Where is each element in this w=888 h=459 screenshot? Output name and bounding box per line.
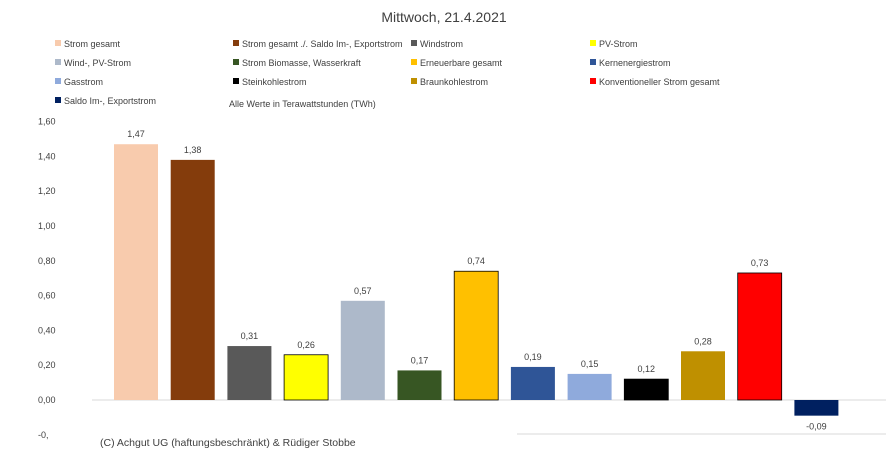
legend-label: Erneuerbare gesamt [420, 58, 503, 68]
legend-swatch [55, 40, 61, 46]
legend-swatch [233, 40, 239, 46]
legend-swatch [411, 78, 417, 84]
legend-swatch [233, 78, 239, 84]
bar-10 [681, 351, 725, 400]
bar-3 [283, 354, 329, 401]
bar-value-label: 0,15 [581, 359, 599, 369]
bar-7 [510, 366, 555, 400]
legend-entry-kernenergiestrom: Kernenergiestrom [590, 58, 671, 69]
bar-12 [794, 400, 839, 416]
legend-swatch [411, 59, 417, 65]
bar-9 [623, 378, 669, 401]
bar-value-label: 1,38 [184, 145, 202, 155]
y-tick-label: 1,00 [38, 221, 56, 231]
legend-entry-saldo: Saldo Im-, Exportstrom [55, 96, 156, 107]
bar-11 [737, 272, 783, 401]
y-tick-label: 0,40 [38, 325, 56, 335]
bar-0 [114, 144, 158, 400]
bar-1 [170, 159, 215, 400]
legend-entry-gasstrom: Gasstrom [55, 77, 103, 88]
unit-note: Alle Werte in Terawattstunden (TWh) [229, 99, 376, 109]
chart-title: Mittwoch, 21.4.2021 [381, 9, 507, 25]
legend-label: PV-Strom [599, 39, 638, 49]
y-tick-label: 0,00 [38, 395, 56, 405]
y-tick-label: -0, [38, 430, 49, 440]
bar-value-label: 0,12 [638, 364, 656, 374]
legend-label: Konventioneller Strom gesamt [599, 77, 720, 87]
legend-entry-pv-strom: PV-Strom [590, 39, 638, 50]
legend-swatch [590, 78, 596, 84]
y-tick-label: 0,60 [38, 291, 56, 301]
y-tick-label: 1,20 [38, 186, 56, 196]
legend-swatch [590, 40, 596, 46]
legend-label: Strom gesamt [64, 39, 121, 49]
legend-label: Braunkohlestrom [420, 77, 489, 87]
legend-label: Steinkohlestrom [242, 77, 307, 87]
bar-6 [453, 270, 499, 401]
legend-entry-biomasse-wasserkraft: Strom Biomasse, Wasserkraft [233, 58, 361, 69]
legend-swatch [590, 59, 596, 65]
bar-value-label: 0,57 [354, 286, 372, 296]
legend-label: Kernenergiestrom [599, 58, 671, 68]
y-tick-label: 1,60 [38, 117, 56, 127]
legend-entry-wind-pv-strom: Wind-, PV-Strom [55, 58, 131, 69]
legend-label: Strom Biomasse, Wasserkraft [242, 58, 361, 68]
legend-entry-steinkohlestrom: Steinkohlestrom [233, 77, 307, 88]
bar-value-label: 0,19 [524, 352, 542, 362]
legend-label: Windstrom [420, 39, 464, 49]
bar-value-label: 0,26 [297, 340, 315, 350]
legend-swatch [233, 59, 239, 65]
legend-entry-braunkohlestrom: Braunkohlestrom [411, 77, 488, 88]
legend-swatch [55, 97, 61, 103]
legend-entry-konventioneller-strom: Konventioneller Strom gesamt [590, 77, 720, 88]
bar-4 [340, 300, 385, 400]
legend-entry-erneuerbare-gesamt: Erneuerbare gesamt [411, 58, 502, 69]
legend-swatch [411, 40, 417, 46]
legend-label: Wind-, PV-Strom [64, 58, 132, 68]
legend-entry-strom-gesamt: Strom gesamt [55, 39, 120, 50]
y-tick-label: 1,40 [38, 151, 56, 161]
bar-8 [567, 373, 612, 400]
y-tick-label: 0,80 [38, 256, 56, 266]
bar-value-label: 0,73 [751, 258, 769, 268]
copyright-note: (C) Achgut UG (haftungsbeschränkt) & Rüd… [100, 437, 356, 449]
bar-5 [397, 370, 442, 400]
legend-entry-strom-ohne-saldo: Strom gesamt ./. Saldo Im-, Exportstrom [233, 39, 403, 50]
legend-label: Saldo Im-, Exportstrom [64, 96, 157, 106]
legend-swatch [55, 59, 61, 65]
legend-entry-windstrom: Windstrom [411, 39, 463, 50]
bar-value-label: 0,28 [694, 336, 712, 346]
bar-value-label: 1,47 [127, 129, 145, 139]
bar-value-label: 0,74 [467, 256, 485, 266]
bar-value-label: 0,17 [411, 355, 429, 365]
legend-label: Strom gesamt ./. Saldo Im-, Exportstrom [242, 39, 403, 49]
bar-value-label: -0,09 [806, 422, 827, 432]
legend-swatch [55, 78, 61, 84]
bar-value-label: 0,31 [241, 331, 259, 341]
bar-2 [227, 346, 272, 400]
y-tick-label: 0,20 [38, 360, 56, 370]
legend-label: Gasstrom [64, 77, 104, 87]
